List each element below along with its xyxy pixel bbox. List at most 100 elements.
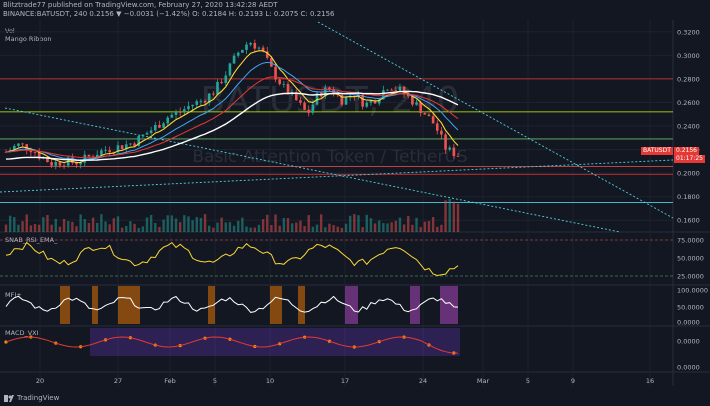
time-tick-label: Feb — [164, 377, 176, 385]
mfi-zone — [208, 286, 215, 324]
volume-bar — [332, 224, 335, 232]
volume-bar — [373, 223, 377, 232]
volume-bar — [154, 222, 157, 232]
volume-bar — [125, 225, 128, 232]
candle-body — [133, 143, 136, 146]
candle-body — [361, 94, 364, 107]
volume-bar — [21, 221, 24, 232]
volume-bar — [141, 226, 145, 232]
mfi-zone — [118, 286, 140, 324]
volume-bar — [4, 224, 8, 232]
volume-bar — [319, 214, 323, 232]
volume-bar — [71, 221, 74, 232]
candle-body — [228, 63, 232, 76]
macd-tick-label: 0.0000 — [677, 364, 700, 372]
volume-bar — [245, 226, 248, 232]
volume-bar — [87, 222, 91, 232]
candle-body — [236, 52, 240, 56]
volume-bar — [386, 223, 389, 232]
candle-body — [212, 93, 215, 95]
volume-bar — [378, 220, 381, 232]
volume-bar — [282, 218, 286, 232]
volume-bar — [390, 222, 393, 232]
candle-body — [286, 83, 290, 95]
candle-body — [62, 165, 66, 167]
volume-bar — [253, 227, 257, 232]
candle-body — [386, 89, 389, 91]
volume-bar — [415, 217, 418, 232]
candle-body — [79, 162, 82, 165]
candle-body — [307, 109, 311, 113]
volume-bar — [427, 221, 431, 232]
volume-bar — [116, 216, 120, 232]
macd-line — [5, 336, 459, 354]
candle-body — [149, 130, 153, 134]
volume-bar — [199, 217, 203, 232]
volume-bar — [278, 225, 281, 232]
volume-bar — [50, 224, 53, 232]
volume-bar — [228, 222, 232, 232]
candle-body — [369, 100, 373, 103]
candle-body — [170, 114, 174, 118]
candle-body — [108, 150, 111, 153]
volume-bar — [344, 223, 348, 232]
price-tick-label: 0.2600 — [677, 99, 700, 107]
volume-bar — [394, 220, 397, 232]
price-tick-label: 0.3000 — [677, 52, 700, 60]
candle-body — [394, 90, 398, 91]
tradingview-footer[interactable]: TradingView — [4, 394, 59, 402]
volume-bar — [423, 221, 427, 232]
candle-body — [253, 43, 257, 49]
candle-body — [315, 92, 319, 105]
volume-bar — [54, 218, 57, 232]
volume-bar — [440, 224, 443, 232]
volume-bar — [452, 201, 456, 232]
candle-body — [299, 100, 302, 103]
price-tick-label: 0.1600 — [677, 217, 700, 225]
candle-body — [25, 144, 29, 150]
trend-line-lower — [4, 107, 621, 233]
volume-bar — [29, 225, 33, 232]
candle-body — [75, 162, 78, 165]
candle-body — [415, 102, 418, 105]
candle-body — [303, 102, 306, 110]
volume-bar — [295, 222, 298, 232]
volume-bar — [249, 227, 252, 232]
candle-body — [377, 99, 381, 104]
volume-bar — [261, 219, 265, 232]
candle-body — [203, 100, 207, 103]
vol-label: Vol — [5, 27, 15, 35]
volume-bar — [315, 224, 319, 232]
volume-bar — [311, 226, 315, 232]
candle-body — [116, 145, 120, 153]
candle-body — [12, 146, 16, 150]
candle-body — [124, 144, 128, 150]
volume-bar — [58, 226, 62, 232]
volume-bar — [456, 203, 460, 232]
time-tick-label: 17 — [341, 377, 349, 385]
candle-body — [54, 162, 58, 166]
volume-bar — [307, 215, 310, 232]
volume-bar — [62, 218, 66, 232]
candle-body — [411, 96, 414, 105]
candle-body — [137, 136, 140, 146]
volume-bar — [203, 214, 207, 232]
volume-bar — [436, 226, 439, 232]
trend-line-support — [0, 159, 674, 193]
candle-body — [220, 81, 223, 83]
volume-bar — [195, 217, 198, 232]
macd-zone — [90, 328, 460, 356]
candle-body — [191, 104, 194, 107]
volume-bar — [17, 224, 20, 232]
volume-bar — [75, 226, 78, 232]
volume-bar — [303, 226, 306, 232]
volume-bar — [120, 227, 124, 232]
candle-body — [452, 147, 456, 156]
volume-bar — [369, 218, 373, 232]
volume-bar — [411, 224, 414, 232]
volume-bar — [286, 218, 290, 232]
candle-body — [435, 123, 439, 131]
volume-bar — [96, 222, 99, 232]
volume-bar — [42, 217, 45, 232]
